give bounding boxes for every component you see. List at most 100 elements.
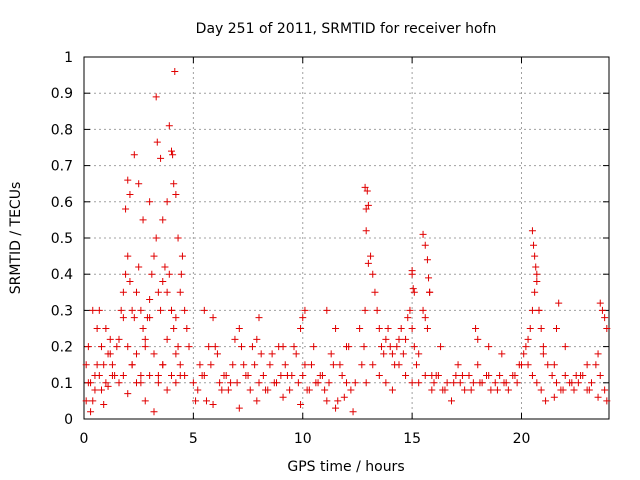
data-point xyxy=(157,306,165,314)
data-point xyxy=(89,306,97,314)
data-point xyxy=(270,379,278,387)
data-point xyxy=(404,314,412,322)
data-point xyxy=(169,151,177,159)
data-point xyxy=(297,325,305,332)
data-point xyxy=(133,379,140,387)
axis-ticks: 00.10.20.30.40.50.60.70.80.910 5 10 15 20 xyxy=(51,50,609,447)
data-point xyxy=(305,386,313,394)
data-point xyxy=(119,372,127,380)
data-point xyxy=(279,343,287,351)
data-point xyxy=(163,198,171,206)
data-point xyxy=(485,343,493,351)
data-point xyxy=(553,379,560,387)
data-point xyxy=(176,361,184,369)
data-point xyxy=(526,325,534,332)
data-point xyxy=(594,393,602,401)
data-point xyxy=(533,379,541,387)
data-point xyxy=(574,379,582,387)
data-point xyxy=(124,343,132,351)
data-point xyxy=(423,325,431,332)
data-point xyxy=(332,325,340,332)
data-point xyxy=(601,314,609,322)
data-point xyxy=(426,288,434,296)
data-point xyxy=(537,325,545,332)
data-point xyxy=(448,397,455,405)
data-point xyxy=(388,386,396,394)
data-point xyxy=(137,372,145,380)
data-point xyxy=(465,372,473,380)
data-point xyxy=(209,401,217,409)
data-point xyxy=(196,361,204,369)
data-point xyxy=(364,259,372,267)
data-point xyxy=(95,306,103,314)
data-point xyxy=(146,198,154,206)
data-point xyxy=(542,397,550,405)
data-point xyxy=(301,361,309,369)
data-point xyxy=(133,288,140,296)
data-point xyxy=(211,343,219,351)
data-point xyxy=(255,314,263,322)
data-point xyxy=(472,325,480,332)
data-point xyxy=(338,372,346,380)
data-point xyxy=(139,216,147,224)
data-point xyxy=(393,343,401,351)
data-point xyxy=(244,372,252,380)
data-point xyxy=(347,386,355,394)
data-point xyxy=(334,397,342,405)
data-point xyxy=(524,361,532,369)
data-point xyxy=(544,361,552,369)
data-point xyxy=(336,361,344,369)
data-point xyxy=(415,379,423,387)
data-point xyxy=(168,372,175,380)
data-point xyxy=(537,386,545,394)
data-point xyxy=(231,335,239,343)
data-point xyxy=(467,386,475,394)
data-point xyxy=(279,393,287,401)
data-point xyxy=(515,361,523,369)
data-point xyxy=(378,343,385,351)
data-point xyxy=(229,361,237,369)
data-point xyxy=(413,361,420,369)
data-point xyxy=(550,361,558,369)
data-point xyxy=(371,288,379,296)
data-point xyxy=(177,270,185,278)
data-point xyxy=(150,350,158,358)
data-point xyxy=(290,343,298,351)
data-point xyxy=(594,350,602,358)
data-point xyxy=(520,350,528,358)
data-point xyxy=(539,343,547,351)
data-point xyxy=(172,379,180,387)
data-point xyxy=(292,350,300,358)
data-point xyxy=(255,379,263,387)
data-point xyxy=(119,314,127,322)
data-point xyxy=(421,314,429,322)
data-point xyxy=(428,386,436,394)
data-point xyxy=(163,288,171,296)
x-tick-label: 15 xyxy=(403,431,421,447)
data-point xyxy=(205,343,213,351)
data-point xyxy=(159,277,167,285)
data-point xyxy=(257,350,265,358)
data-point xyxy=(106,350,114,358)
data-point xyxy=(318,372,326,380)
data-point xyxy=(421,372,429,380)
data-point xyxy=(314,379,322,387)
data-point xyxy=(207,361,215,369)
data-point xyxy=(102,379,110,387)
data-point xyxy=(227,379,235,387)
data-point xyxy=(93,361,101,369)
data-point xyxy=(137,306,145,314)
y-tick-label: 0 xyxy=(64,412,73,428)
data-point xyxy=(119,288,127,296)
data-point xyxy=(93,325,101,332)
data-point xyxy=(452,372,460,380)
data-point xyxy=(343,343,350,351)
plot-frame xyxy=(83,56,610,420)
data-point xyxy=(111,372,119,380)
data-point xyxy=(178,252,186,260)
data-point xyxy=(421,241,429,249)
data-point xyxy=(561,372,569,380)
y-tick-label: 0.2 xyxy=(51,340,73,356)
data-point xyxy=(603,325,611,332)
